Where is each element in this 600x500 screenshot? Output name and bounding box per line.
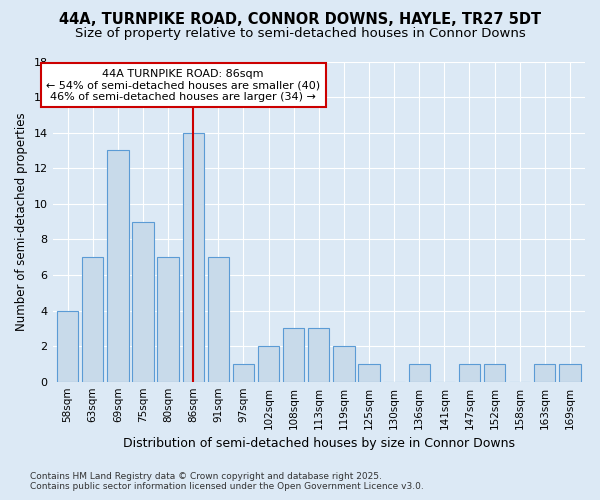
Y-axis label: Number of semi-detached properties: Number of semi-detached properties [15,112,28,331]
Bar [182,132,204,382]
Bar [484,364,505,382]
Text: 44A TURNPIKE ROAD: 86sqm
← 54% of semi-detached houses are smaller (40)
46% of s: 44A TURNPIKE ROAD: 86sqm ← 54% of semi-d… [46,68,320,102]
Text: Size of property relative to semi-detached houses in Connor Downs: Size of property relative to semi-detach… [74,28,526,40]
Bar [308,328,329,382]
X-axis label: Distribution of semi-detached houses by size in Connor Downs: Distribution of semi-detached houses by … [123,437,515,450]
Text: 44A, TURNPIKE ROAD, CONNOR DOWNS, HAYLE, TR27 5DT: 44A, TURNPIKE ROAD, CONNOR DOWNS, HAYLE,… [59,12,541,28]
Bar [283,328,304,382]
Bar [358,364,380,382]
Bar [409,364,430,382]
Bar [233,364,254,382]
Bar [208,257,229,382]
Bar [132,222,154,382]
Bar [333,346,355,382]
Bar [57,310,78,382]
Bar [157,257,179,382]
Bar [258,346,279,382]
Bar [459,364,480,382]
Bar [559,364,581,382]
Bar [534,364,556,382]
Bar [82,257,103,382]
Text: Contains HM Land Registry data © Crown copyright and database right 2025.
Contai: Contains HM Land Registry data © Crown c… [30,472,424,491]
Bar [107,150,128,382]
